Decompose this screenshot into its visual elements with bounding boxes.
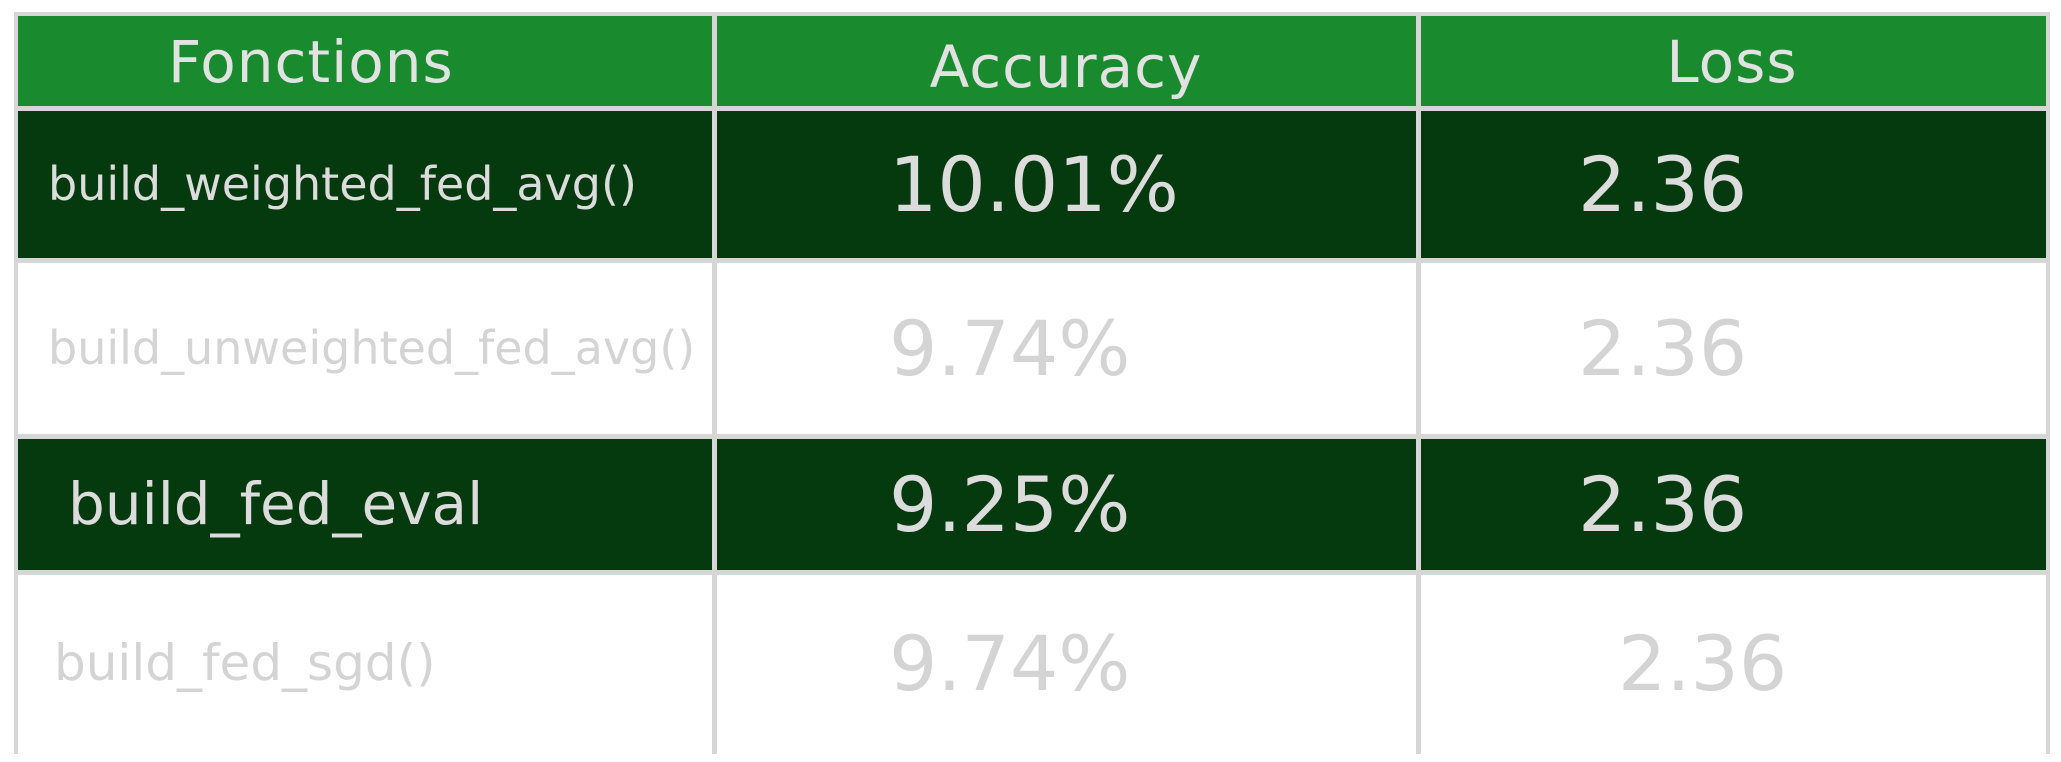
header-functions: Fonctions: [168, 28, 454, 96]
row-divider: [18, 434, 2046, 439]
function-name: build_unweighted_fed_avg(): [48, 321, 696, 375]
table-header-row: Fonctions Accuracy Loss: [18, 16, 2046, 108]
table-row: build_fed_sgd() 9.74% 2.36: [18, 572, 2046, 754]
header-accuracy: Accuracy: [929, 33, 1203, 101]
function-name: build_fed_sgd(): [54, 634, 436, 692]
accuracy-value: 10.01%: [889, 139, 1179, 229]
loss-value: 2.36: [1578, 303, 1748, 393]
function-name: build_weighted_fed_avg(): [48, 157, 637, 211]
table-row: build_fed_eval 9.25% 2.36: [18, 436, 2046, 572]
results-table: Fonctions Accuracy Loss build_weighted_f…: [14, 12, 2050, 754]
column-divider: [1416, 16, 1421, 754]
row-divider: [18, 258, 2046, 263]
loss-value: 2.36: [1618, 618, 1788, 708]
loss-value: 2.36: [1578, 139, 1748, 229]
function-name: build_fed_eval: [68, 470, 484, 538]
table-row: build_weighted_fed_avg() 10.01% 2.36: [18, 108, 2046, 260]
accuracy-value: 9.74%: [889, 303, 1131, 393]
table-row: build_unweighted_fed_avg() 9.74% 2.36: [18, 260, 2046, 436]
row-divider: [18, 570, 2046, 575]
accuracy-value: 9.25%: [889, 459, 1131, 549]
column-divider: [712, 16, 717, 754]
loss-value: 2.36: [1578, 459, 1748, 549]
row-divider: [18, 106, 2046, 111]
accuracy-value: 9.74%: [889, 618, 1131, 708]
header-loss: Loss: [1666, 28, 1798, 96]
